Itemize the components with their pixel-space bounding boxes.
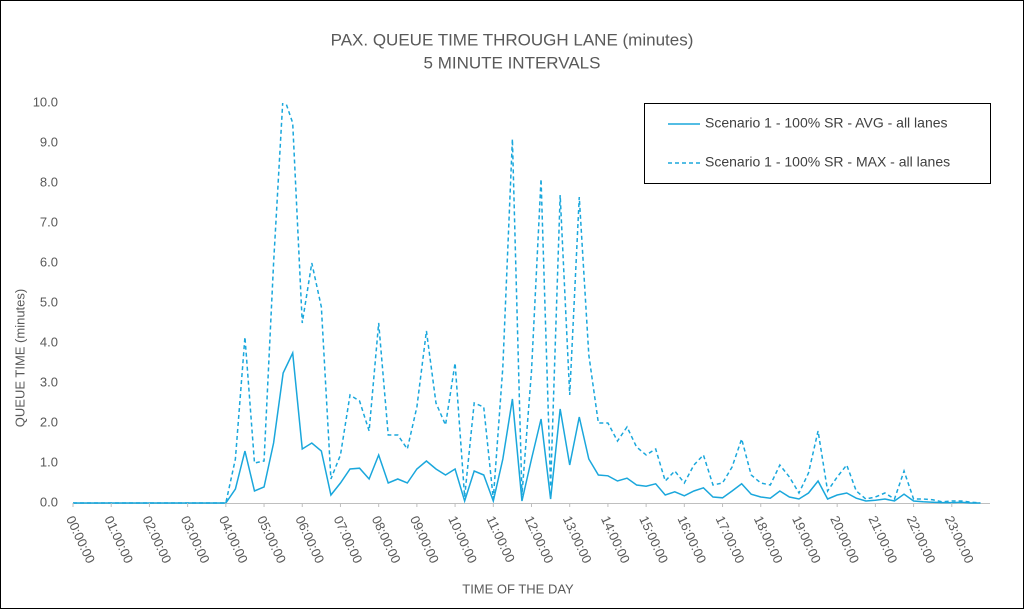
y-tick-label: 1.0 [40,454,58,469]
y-tick-label: 9.0 [40,134,58,149]
y-tick-label: 5.0 [40,294,58,309]
plot-area [73,103,981,504]
legend-label: Scenario 1 - 100% SR - AVG - all lanes [705,115,948,131]
chart-title: PAX. QUEUE TIME THROUGH LANE (minutes) [331,30,694,49]
y-axis-title: QUEUE TIME (minutes) [12,289,27,427]
y-tick-label: 3.0 [40,374,58,389]
series-line [73,350,981,504]
y-tick-label: 7.0 [40,214,58,229]
y-tick-label: 6.0 [40,254,58,269]
legend-label: Scenario 1 - 100% SR - MAX - all lanes [705,154,950,170]
y-tick-label: 0.0 [40,494,58,509]
y-tick-label: 10.0 [33,94,58,109]
y-tick-label: 8.0 [40,174,58,189]
y-tick-label: 4.0 [40,334,58,349]
x-axis-title: TIME OF THE DAY [462,581,574,596]
legend-box [644,103,991,184]
chart-subtitle: 5 MINUTE INTERVALS [424,53,601,72]
series-line [73,103,981,504]
y-tick-label: 2.0 [40,414,58,429]
